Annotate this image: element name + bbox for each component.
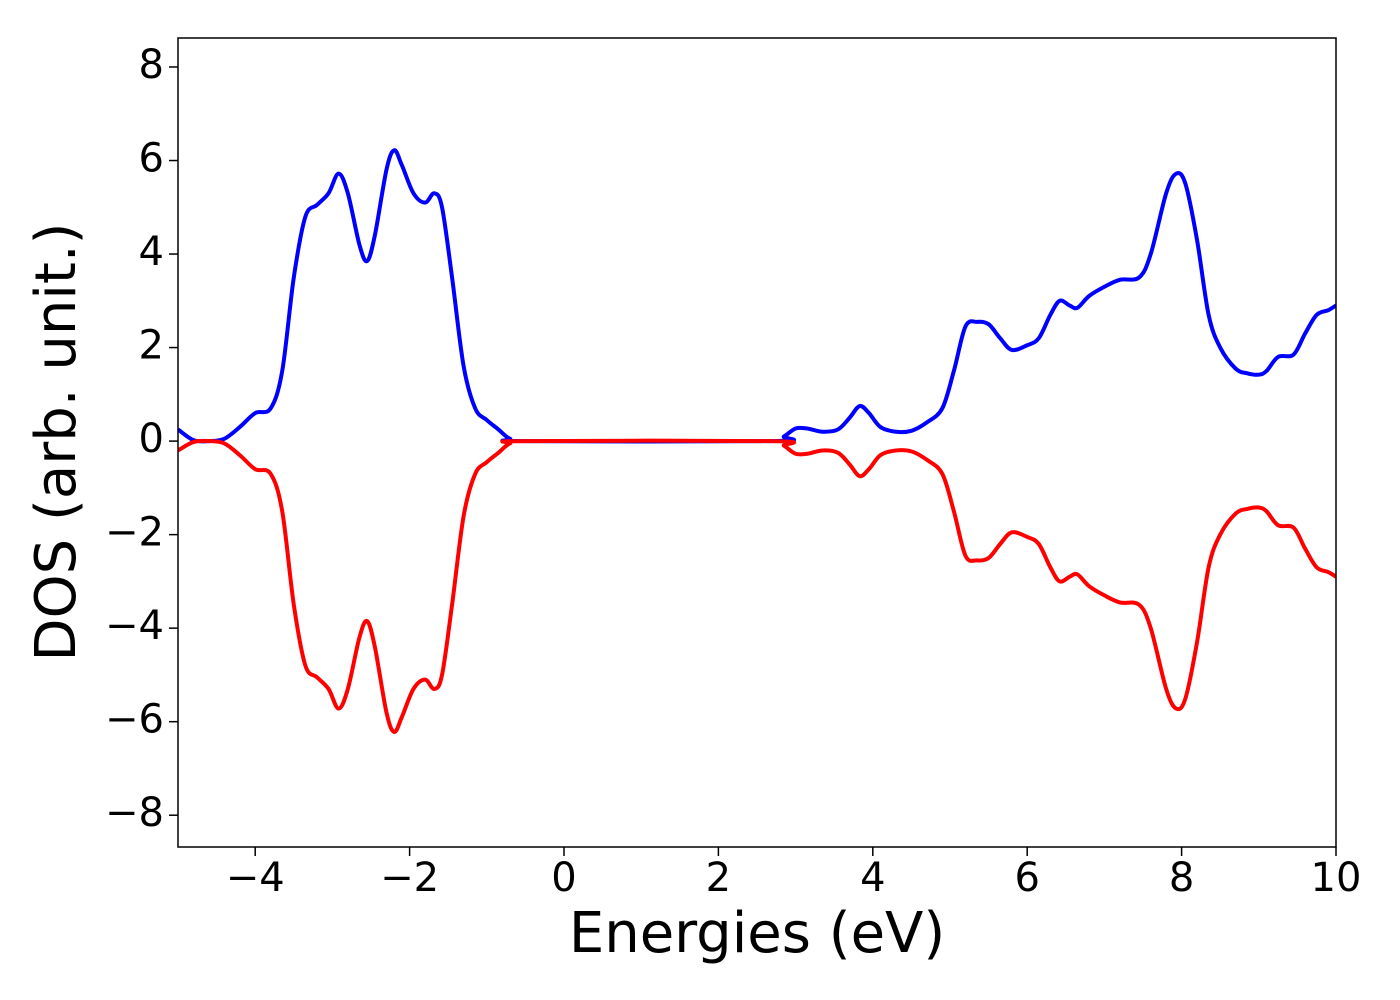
y-tick-label: −8: [105, 790, 164, 836]
y-axis-label: DOS (arb. unit.): [24, 222, 89, 661]
x-tick-label: 8: [1169, 855, 1194, 901]
x-tick-label: 2: [706, 855, 731, 901]
y-tick-label: 8: [139, 42, 164, 88]
series-line: [178, 148, 1336, 444]
x-axis-label: Energies (eV): [569, 901, 945, 966]
y-tick-label: 6: [139, 136, 164, 182]
y-tick-label: −2: [105, 510, 164, 556]
y-tick-label: 0: [139, 416, 164, 462]
y-tick-label: −4: [105, 603, 164, 649]
x-tick-label: 10: [1311, 855, 1362, 901]
x-tick-label: −2: [380, 855, 439, 901]
x-tick-label: 0: [551, 855, 576, 901]
y-tick-label: −6: [105, 697, 164, 743]
y-tick-label: 2: [139, 323, 164, 369]
x-tick-label: 4: [860, 855, 885, 901]
x-tick-label: −4: [226, 855, 285, 901]
x-tick-label: 6: [1014, 855, 1039, 901]
series-line: [178, 438, 1336, 734]
y-tick-label: 4: [139, 229, 164, 275]
plot-frame: [177, 37, 1337, 848]
